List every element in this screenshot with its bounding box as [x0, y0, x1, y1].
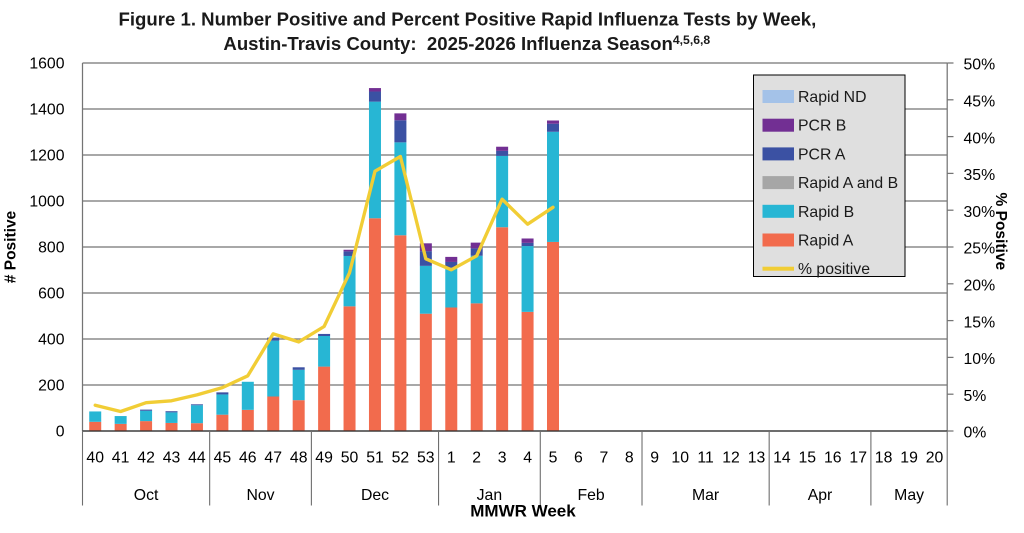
svg-text:Rapid ND: Rapid ND: [798, 89, 866, 106]
svg-text:0%: 0%: [964, 425, 987, 442]
svg-text:49: 49: [315, 449, 333, 466]
svg-text:1: 1: [447, 449, 456, 466]
svg-text:48: 48: [290, 449, 308, 466]
svg-text:Apr: Apr: [808, 487, 833, 504]
svg-text:20: 20: [926, 449, 944, 466]
svg-text:7: 7: [600, 449, 609, 466]
svg-text:Austin-Travis County: 2025-20: Austin-Travis County: 2025-2026 Influenz…: [223, 33, 710, 54]
svg-text:Figure 1. Number Positive and: Figure 1. Number Positive and Percent Po…: [119, 9, 817, 30]
svg-text:% positive: % positive: [798, 261, 870, 278]
svg-text:20%: 20%: [964, 278, 996, 295]
svg-text:5: 5: [549, 449, 558, 466]
svg-text:53: 53: [417, 449, 435, 466]
svg-text:45: 45: [214, 449, 232, 466]
svg-text:41: 41: [112, 449, 130, 466]
svg-text:9: 9: [650, 449, 659, 466]
svg-text:Rapid A and B: Rapid A and B: [798, 175, 898, 192]
svg-text:May: May: [894, 487, 924, 504]
svg-text:Mar: Mar: [692, 487, 719, 504]
svg-text:13: 13: [748, 449, 766, 466]
svg-text:0: 0: [56, 424, 65, 441]
svg-text:% Positive: % Positive: [992, 193, 1009, 271]
svg-text:47: 47: [264, 449, 282, 466]
svg-text:40%: 40%: [964, 130, 996, 147]
svg-text:19: 19: [900, 449, 918, 466]
svg-text:15%: 15%: [964, 314, 996, 331]
svg-text:42: 42: [137, 449, 155, 466]
svg-text:50: 50: [341, 449, 359, 466]
svg-text:400: 400: [38, 332, 65, 349]
svg-text:25%: 25%: [964, 241, 996, 258]
svg-text:15: 15: [799, 449, 817, 466]
svg-text:1000: 1000: [29, 194, 64, 211]
svg-text:46: 46: [239, 449, 257, 466]
svg-text:30%: 30%: [964, 204, 996, 221]
svg-text:6: 6: [574, 449, 583, 466]
svg-text:16: 16: [824, 449, 842, 466]
svg-text:43: 43: [163, 449, 181, 466]
svg-text:51: 51: [366, 449, 384, 466]
svg-text:52: 52: [392, 449, 410, 466]
svg-text:Rapid A: Rapid A: [798, 233, 854, 250]
svg-text:MMWR Week: MMWR Week: [470, 502, 576, 521]
svg-text:45%: 45%: [964, 94, 996, 111]
svg-text:1600: 1600: [29, 56, 64, 73]
svg-text:Oct: Oct: [134, 487, 159, 504]
svg-text:10%: 10%: [964, 351, 996, 368]
svg-text:40: 40: [86, 449, 104, 466]
svg-text:3: 3: [498, 449, 507, 466]
svg-text:14: 14: [773, 449, 791, 466]
svg-text:Feb: Feb: [577, 487, 604, 504]
svg-text:8: 8: [625, 449, 634, 466]
svg-text:Nov: Nov: [246, 487, 274, 504]
svg-text:12: 12: [722, 449, 740, 466]
svg-text:10: 10: [671, 449, 689, 466]
svg-text:600: 600: [38, 286, 65, 303]
svg-text:1400: 1400: [29, 102, 64, 119]
svg-text:PCR B: PCR B: [798, 118, 846, 135]
svg-text:PCR A: PCR A: [798, 146, 846, 163]
svg-text:2: 2: [472, 449, 481, 466]
svg-text:44: 44: [188, 449, 206, 466]
svg-text:50%: 50%: [964, 57, 996, 74]
svg-text:11: 11: [697, 449, 714, 466]
svg-text:35%: 35%: [964, 167, 996, 184]
svg-text:4: 4: [523, 449, 532, 466]
svg-text:200: 200: [38, 378, 65, 395]
svg-text:Jan: Jan: [477, 487, 502, 504]
svg-text:17: 17: [849, 449, 867, 466]
svg-text:1200: 1200: [29, 148, 64, 165]
svg-text:Rapid B: Rapid B: [798, 204, 854, 221]
svg-text:Dec: Dec: [361, 487, 389, 504]
svg-text:# Positive: # Positive: [3, 210, 20, 283]
svg-text:18: 18: [875, 449, 893, 466]
svg-text:5%: 5%: [964, 388, 987, 405]
svg-text:800: 800: [38, 240, 65, 257]
